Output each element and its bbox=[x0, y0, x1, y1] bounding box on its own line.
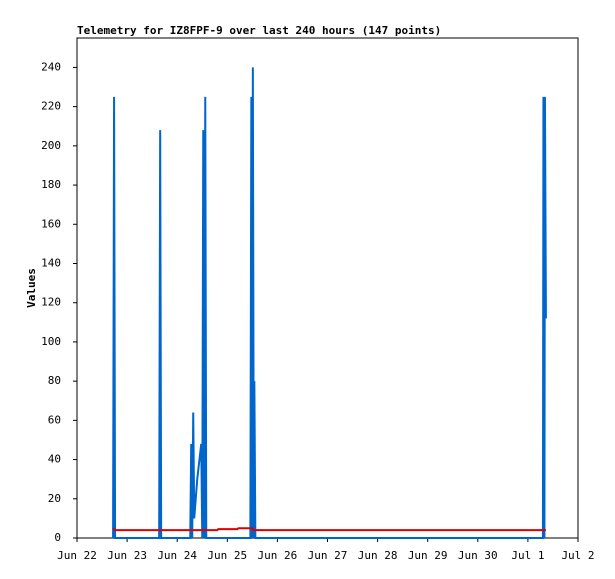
x-tick-label: Jun 29 bbox=[408, 549, 448, 562]
x-tick-label: Jun 24 bbox=[157, 549, 197, 562]
x-tick-label: Jun 25 bbox=[207, 549, 247, 562]
x-tick-label: Jun 27 bbox=[308, 549, 348, 562]
y-tick-label: 80 bbox=[48, 374, 61, 387]
x-tick-label: Jul 1 bbox=[511, 549, 544, 562]
x-tick-label: Jun 30 bbox=[458, 549, 498, 562]
series-line bbox=[112, 67, 547, 539]
x-tick-label: Jun 23 bbox=[107, 549, 147, 562]
y-tick-label: 100 bbox=[41, 335, 61, 348]
y-tick-label: 0 bbox=[54, 531, 61, 544]
y-tick-label: 200 bbox=[41, 139, 61, 152]
chart-title: Telemetry for IZ8FPF-9 over last 240 hou… bbox=[77, 24, 441, 37]
y-tick-label: 20 bbox=[48, 492, 61, 505]
y-tick-label: 220 bbox=[41, 100, 61, 113]
y-tick-label: 60 bbox=[48, 413, 61, 426]
y-tick-label: 160 bbox=[41, 217, 61, 230]
y-tick-label: 140 bbox=[41, 256, 61, 269]
x-tick-label: Jul 2 bbox=[561, 549, 594, 562]
y-tick-label: 180 bbox=[41, 178, 61, 191]
y-tick-label: 40 bbox=[48, 453, 61, 466]
y-axis-label: Values bbox=[25, 268, 38, 308]
x-tick-label: Jun 26 bbox=[258, 549, 298, 562]
series-line bbox=[112, 527, 546, 532]
x-tick-label: Jun 22 bbox=[57, 549, 97, 562]
y-tick-label: 120 bbox=[41, 296, 61, 309]
x-tick-label: Jun 28 bbox=[358, 549, 398, 562]
y-tick-label: 240 bbox=[41, 60, 61, 73]
